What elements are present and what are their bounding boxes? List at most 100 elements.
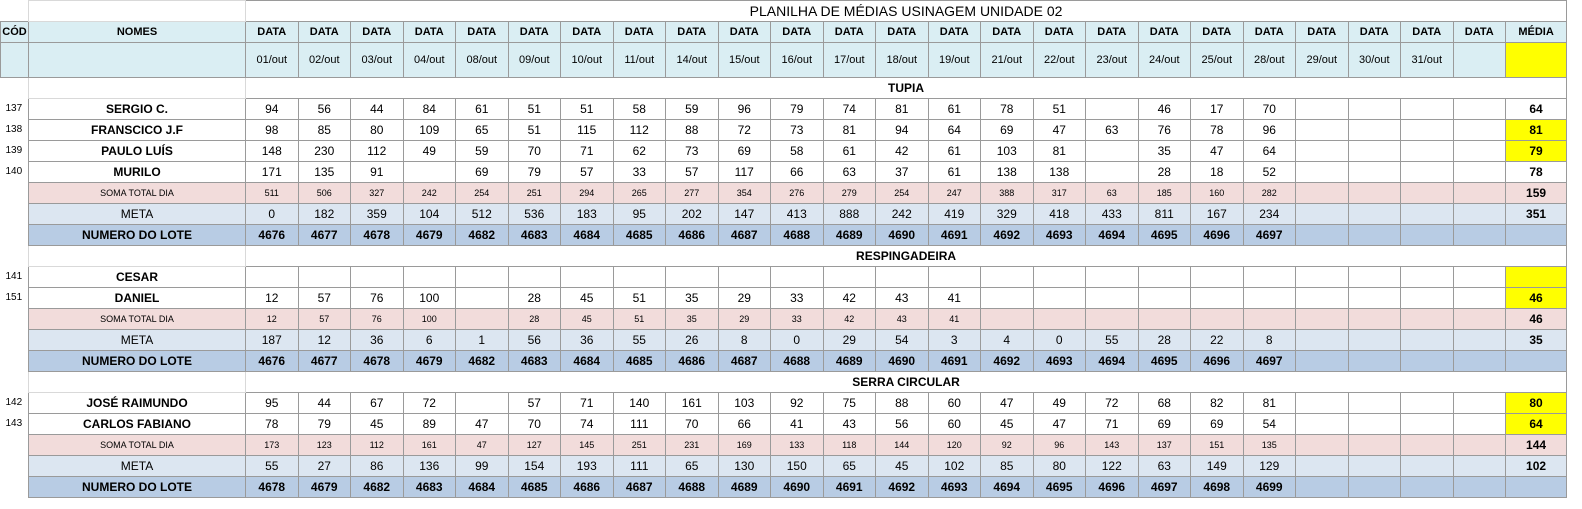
value-cell[interactable] bbox=[1400, 140, 1454, 162]
media-cell[interactable]: 81 bbox=[1504, 119, 1568, 141]
value-cell[interactable]: 81 bbox=[1242, 392, 1296, 414]
value-cell[interactable]: 4685 bbox=[612, 224, 666, 246]
date-header[interactable]: DATA bbox=[665, 21, 719, 43]
value-cell[interactable]: 45 bbox=[560, 308, 614, 330]
value-cell[interactable]: 4677 bbox=[297, 350, 351, 372]
cod-cell[interactable] bbox=[0, 182, 29, 204]
value-cell[interactable]: 76 bbox=[350, 287, 404, 309]
value-cell[interactable]: 254 bbox=[455, 182, 509, 204]
value-cell[interactable] bbox=[1137, 287, 1191, 309]
value-cell[interactable]: 4695 bbox=[1032, 476, 1086, 498]
value-cell[interactable]: 28 bbox=[1137, 161, 1191, 183]
value-cell[interactable]: 91 bbox=[350, 161, 404, 183]
date-header[interactable]: DATA bbox=[927, 21, 981, 43]
value-cell[interactable] bbox=[1400, 224, 1454, 246]
value-cell[interactable]: 43 bbox=[875, 308, 929, 330]
sheet-title[interactable]: PLANILHA DE MÉDIAS USINAGEM UNIDADE 02 bbox=[244, 0, 1568, 22]
value-cell[interactable]: 55 bbox=[1085, 329, 1139, 351]
media-cell[interactable]: 35 bbox=[1504, 329, 1568, 351]
cod-cell[interactable] bbox=[0, 224, 29, 246]
value-cell[interactable]: 69 bbox=[1190, 413, 1244, 435]
nomes-header[interactable]: NOMES bbox=[28, 21, 246, 43]
value-cell[interactable]: 130 bbox=[717, 455, 771, 477]
value-cell[interactable]: 135 bbox=[1242, 434, 1296, 456]
value-cell[interactable]: 55 bbox=[245, 455, 299, 477]
value-cell[interactable] bbox=[1400, 203, 1454, 225]
value-cell[interactable] bbox=[1400, 392, 1454, 414]
value-cell[interactable]: 230 bbox=[297, 140, 351, 162]
value-cell[interactable]: 413 bbox=[770, 203, 824, 225]
media-cell[interactable]: 351 bbox=[1504, 203, 1568, 225]
value-cell[interactable]: 4676 bbox=[245, 350, 299, 372]
cod-cell[interactable]: 138 bbox=[0, 119, 29, 141]
empty-cell[interactable] bbox=[28, 245, 246, 267]
value-cell[interactable]: 118 bbox=[822, 434, 876, 456]
value-cell[interactable]: 45 bbox=[350, 413, 404, 435]
worker-name[interactable]: JOSÉ RAIMUNDO bbox=[28, 392, 246, 414]
value-cell[interactable]: 78 bbox=[245, 413, 299, 435]
value-cell[interactable]: 59 bbox=[455, 140, 509, 162]
value-cell[interactable]: 29 bbox=[717, 308, 771, 330]
value-cell[interactable]: 182 bbox=[297, 203, 351, 225]
value-cell[interactable]: 63 bbox=[1085, 182, 1139, 204]
value-cell[interactable]: 29 bbox=[822, 329, 876, 351]
value-cell[interactable]: 8 bbox=[717, 329, 771, 351]
value-cell[interactable]: 47 bbox=[455, 413, 509, 435]
value-cell[interactable]: 4688 bbox=[770, 224, 824, 246]
value-cell[interactable]: 81 bbox=[875, 98, 929, 120]
value-cell[interactable] bbox=[1452, 203, 1506, 225]
empty-cell[interactable] bbox=[28, 371, 246, 393]
value-cell[interactable] bbox=[717, 266, 771, 288]
date-cell[interactable]: 19/out bbox=[927, 42, 981, 78]
value-cell[interactable]: 29 bbox=[717, 287, 771, 309]
cod-cell[interactable] bbox=[0, 203, 29, 225]
date-header[interactable]: DATA bbox=[297, 21, 351, 43]
value-cell[interactable]: 254 bbox=[875, 182, 929, 204]
cod-cell[interactable] bbox=[0, 476, 29, 498]
value-cell[interactable] bbox=[297, 266, 351, 288]
cod-cell[interactable]: 143 bbox=[0, 413, 29, 435]
value-cell[interactable]: 98 bbox=[245, 119, 299, 141]
value-cell[interactable]: 4695 bbox=[1137, 350, 1191, 372]
meta-label[interactable]: META bbox=[28, 203, 246, 225]
value-cell[interactable]: 51 bbox=[612, 287, 666, 309]
value-cell[interactable]: 47 bbox=[1032, 413, 1086, 435]
value-cell[interactable] bbox=[927, 266, 981, 288]
value-cell[interactable]: 148 bbox=[245, 140, 299, 162]
value-cell[interactable]: 66 bbox=[770, 161, 824, 183]
value-cell[interactable]: 100 bbox=[402, 287, 456, 309]
date-cell[interactable]: 18/out bbox=[875, 42, 929, 78]
value-cell[interactable]: 58 bbox=[770, 140, 824, 162]
value-cell[interactable]: 112 bbox=[350, 434, 404, 456]
value-cell[interactable]: 512 bbox=[455, 203, 509, 225]
value-cell[interactable]: 4682 bbox=[455, 224, 509, 246]
value-cell[interactable] bbox=[1400, 308, 1454, 330]
date-cell[interactable]: 10/out bbox=[560, 42, 614, 78]
value-cell[interactable]: 329 bbox=[980, 203, 1034, 225]
value-cell[interactable]: 96 bbox=[717, 98, 771, 120]
value-cell[interactable]: 4 bbox=[980, 329, 1034, 351]
value-cell[interactable]: 4691 bbox=[822, 476, 876, 498]
value-cell[interactable]: 75 bbox=[822, 392, 876, 414]
value-cell[interactable]: 103 bbox=[980, 140, 1034, 162]
value-cell[interactable]: 33 bbox=[770, 308, 824, 330]
value-cell[interactable]: 4690 bbox=[875, 350, 929, 372]
value-cell[interactable]: 61 bbox=[927, 98, 981, 120]
value-cell[interactable] bbox=[1347, 455, 1401, 477]
value-cell[interactable]: 41 bbox=[770, 413, 824, 435]
value-cell[interactable] bbox=[1347, 182, 1401, 204]
value-cell[interactable]: 49 bbox=[1032, 392, 1086, 414]
value-cell[interactable]: 12 bbox=[297, 329, 351, 351]
media-cell[interactable] bbox=[1504, 42, 1568, 78]
value-cell[interactable]: 160 bbox=[1190, 182, 1244, 204]
value-cell[interactable]: 57 bbox=[297, 308, 351, 330]
value-cell[interactable]: 37 bbox=[875, 161, 929, 183]
date-header[interactable]: DATA bbox=[1032, 21, 1086, 43]
value-cell[interactable]: 28 bbox=[507, 308, 561, 330]
value-cell[interactable]: 42 bbox=[822, 287, 876, 309]
value-cell[interactable] bbox=[1452, 287, 1506, 309]
value-cell[interactable]: 94 bbox=[245, 98, 299, 120]
value-cell[interactable]: 4691 bbox=[927, 224, 981, 246]
value-cell[interactable] bbox=[1400, 413, 1454, 435]
date-cell[interactable]: 23/out bbox=[1085, 42, 1139, 78]
